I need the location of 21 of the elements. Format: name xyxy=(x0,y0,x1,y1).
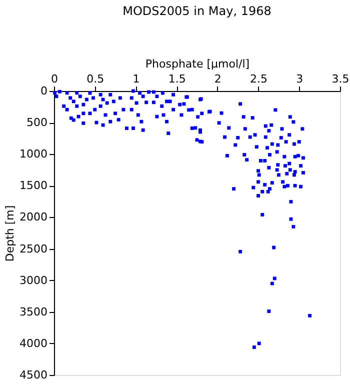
x-tick-label: 1.5 xyxy=(168,72,186,86)
x-tick-label: 3.5 xyxy=(332,72,350,86)
x-axis-title: Phosphate [µmol/l] xyxy=(145,58,250,70)
y-tick-label: 0 xyxy=(40,84,48,98)
y-tick-label: 4500 xyxy=(20,368,48,382)
x-tick-label: 2 xyxy=(214,72,222,86)
x-tick-label: 0 xyxy=(51,72,58,86)
y-tick-label: 1500 xyxy=(20,179,48,192)
y-axis-title: Depth [m] xyxy=(4,205,17,262)
x-tick-label: 2.5 xyxy=(250,72,268,86)
y-tick-label: 4000 xyxy=(20,336,48,350)
y-tick-label: 500 xyxy=(26,116,48,130)
y-tick-label: 3500 xyxy=(20,305,48,318)
y-tick-label: 2500 xyxy=(20,242,48,256)
chart-title: MODS2005 in May, 1968 xyxy=(122,4,272,18)
y-tick-label: 3000 xyxy=(20,274,48,287)
y-tick-label: 2000 xyxy=(20,210,48,224)
x-tick-label: 0.5 xyxy=(86,72,104,86)
x-tick-label: 1 xyxy=(132,72,140,86)
y-tick-label: 1000 xyxy=(20,148,48,161)
x-tick-label: 3 xyxy=(296,72,304,86)
